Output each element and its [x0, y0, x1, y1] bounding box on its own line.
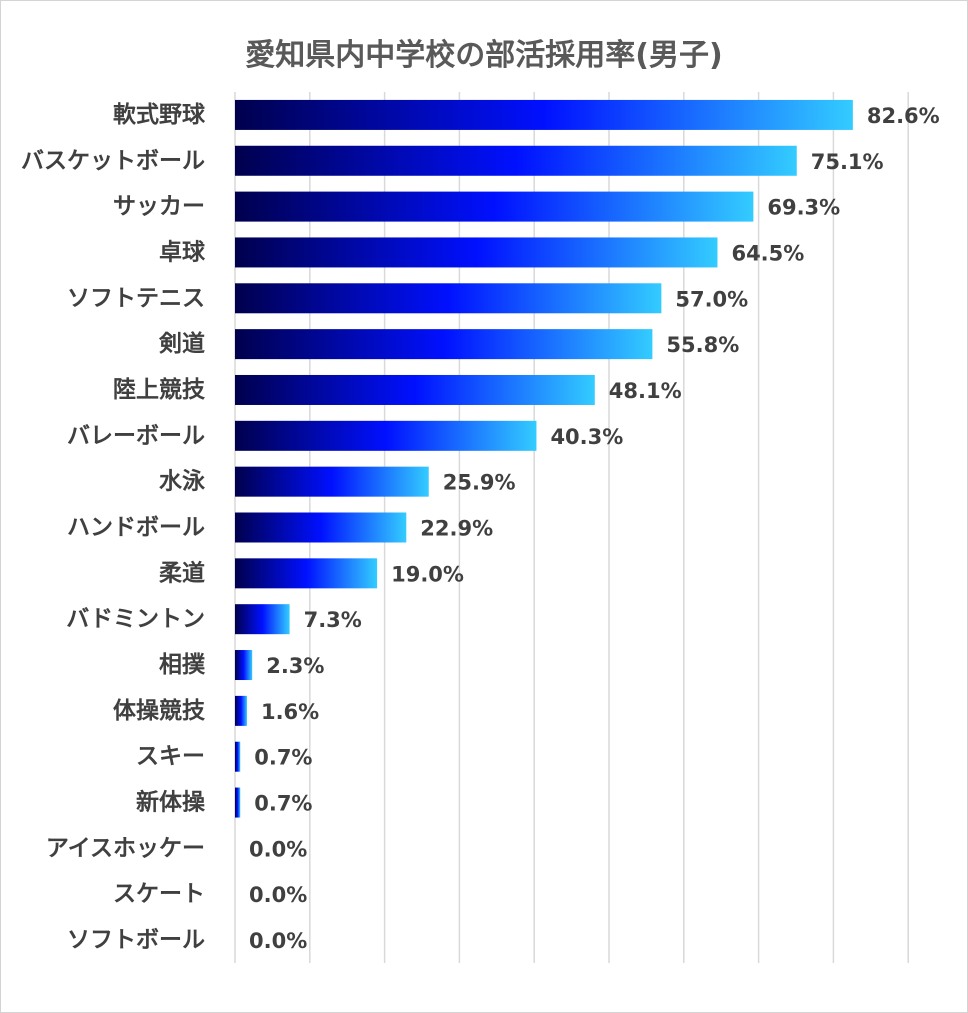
- value-label: 0.0%: [249, 883, 307, 907]
- category-label: ソフトボール: [67, 927, 205, 953]
- value-label: 7.3%: [304, 608, 362, 632]
- value-label: 69.3%: [767, 196, 840, 220]
- bar: [235, 695, 247, 726]
- category-label: ソフトテニス: [67, 285, 205, 311]
- category-label: 陸上競技: [113, 376, 206, 403]
- value-label: 75.1%: [811, 150, 884, 174]
- bar: [235, 604, 290, 635]
- value-label: 25.9%: [443, 471, 516, 495]
- category-label: バドミントン: [66, 606, 205, 632]
- value-label: 0.0%: [249, 929, 307, 953]
- bar: [235, 283, 662, 314]
- value-label: 0.0%: [249, 837, 307, 861]
- value-label: 0.7%: [254, 792, 312, 816]
- bar: [235, 329, 653, 360]
- bar: [235, 787, 241, 818]
- value-label: 1.6%: [261, 700, 319, 724]
- bar: [235, 237, 718, 268]
- category-label: バレーボール: [67, 423, 205, 449]
- category-label: 軟式野球: [113, 101, 206, 128]
- bar: [235, 512, 407, 543]
- bar: [235, 374, 595, 405]
- category-label: バスケットボール: [21, 148, 205, 174]
- category-label: スケート: [113, 881, 205, 907]
- bar: [235, 650, 253, 681]
- category-label: ハンドボール: [67, 515, 205, 541]
- category-label: 卓球: [159, 239, 206, 265]
- chart-title: 愛知県内中学校の部活採用率(男子): [245, 38, 723, 73]
- bar: [235, 466, 429, 497]
- bar: [235, 558, 378, 589]
- value-label: 22.9%: [420, 517, 493, 541]
- bar: [235, 145, 797, 176]
- value-label: 55.8%: [666, 333, 739, 357]
- value-label: 40.3%: [550, 425, 623, 449]
- value-label: 64.5%: [731, 241, 804, 265]
- bar: [235, 191, 754, 222]
- category-label: 水泳: [159, 469, 205, 495]
- value-label: 0.7%: [254, 746, 312, 770]
- category-label: 柔道: [159, 559, 205, 586]
- value-label: 57.0%: [675, 287, 748, 311]
- bar: [235, 741, 241, 772]
- category-label: 剣道: [158, 330, 205, 357]
- value-label: 2.3%: [266, 654, 324, 678]
- category-label: 体操競技: [113, 697, 206, 724]
- bar: [235, 99, 853, 130]
- category-label: アイスホッケー: [46, 835, 205, 861]
- category-label: 新体操: [136, 789, 205, 816]
- bar: [235, 420, 537, 451]
- value-label: 82.6%: [867, 104, 940, 128]
- category-label: 相撲: [159, 652, 206, 678]
- value-label: 48.1%: [609, 379, 682, 403]
- category-label: サッカー: [113, 194, 205, 220]
- value-label: 19.0%: [391, 562, 464, 586]
- category-label: スキー: [136, 744, 205, 770]
